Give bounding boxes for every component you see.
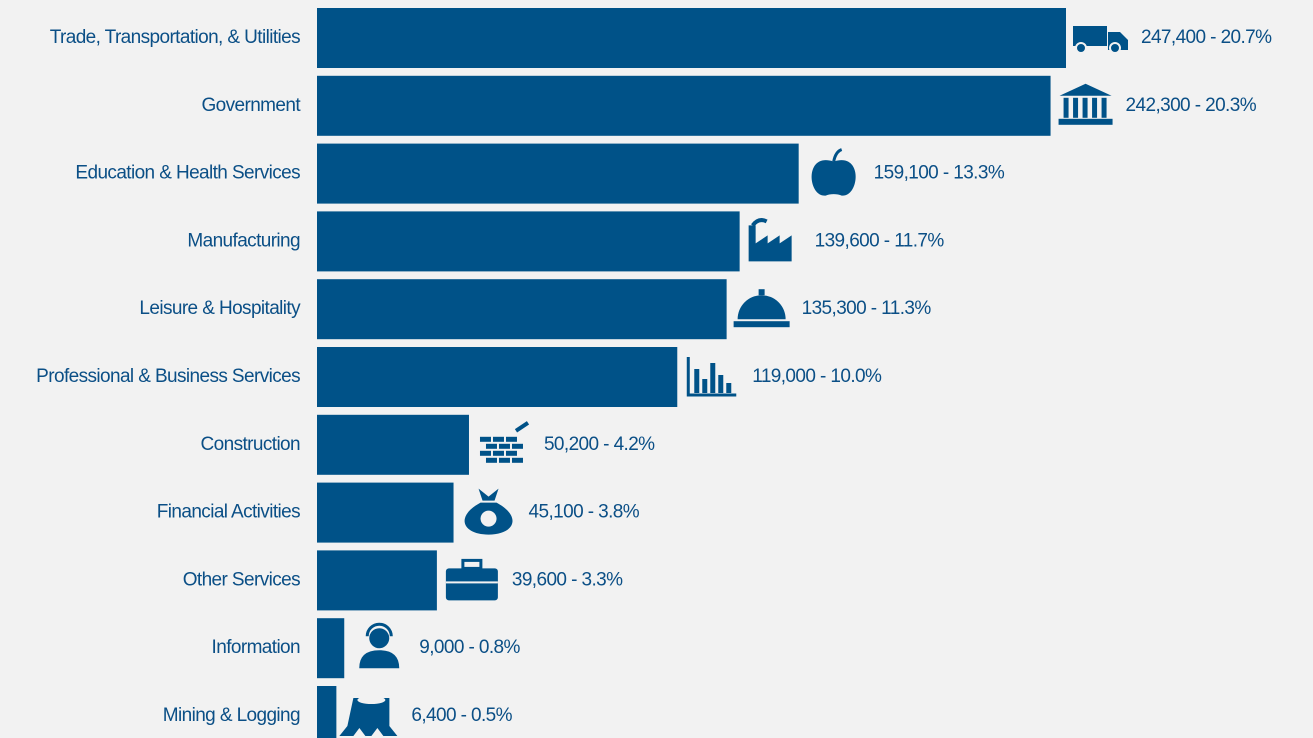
icon xyxy=(1073,26,1128,54)
icon-part xyxy=(726,383,732,393)
value-label: 50,200 - 4.2% xyxy=(544,434,655,455)
value-label: 159,100 - 13.3% xyxy=(874,163,1005,184)
icon-part xyxy=(480,510,497,527)
icon-part xyxy=(505,436,517,442)
bar xyxy=(317,550,437,611)
icon-part xyxy=(694,369,700,393)
icon xyxy=(464,488,513,535)
icon-part xyxy=(1059,83,1112,96)
icon-part xyxy=(498,457,510,463)
category-label: Manufacturing xyxy=(187,230,300,251)
icon-part xyxy=(511,457,523,463)
icon-part xyxy=(478,488,499,501)
icon-part xyxy=(485,443,497,449)
icon-part xyxy=(339,698,398,736)
bar xyxy=(317,686,337,738)
value-label: 119,000 - 10.0% xyxy=(752,366,882,387)
icon-part xyxy=(1073,26,1107,46)
category-label: Information xyxy=(212,637,300,658)
icon-part xyxy=(514,421,530,433)
icon-part xyxy=(498,443,510,449)
icon-part xyxy=(748,225,792,262)
icon-part xyxy=(511,443,523,449)
icon-part xyxy=(710,363,716,393)
icon xyxy=(733,289,790,328)
value-label: 135,300 - 11.3% xyxy=(802,298,932,319)
icon-part xyxy=(359,650,400,669)
icon-part xyxy=(485,457,497,463)
bar xyxy=(317,8,1066,68)
icon-part xyxy=(1063,97,1069,118)
value-label: 247,400 - 20.7% xyxy=(1141,27,1272,48)
icon-part xyxy=(492,436,504,442)
icon-part xyxy=(1073,97,1079,118)
icon-part xyxy=(718,375,724,393)
icon xyxy=(1058,83,1113,125)
icon-part xyxy=(751,218,768,227)
icon-part xyxy=(1101,97,1107,118)
value-label: 45,100 - 3.8% xyxy=(529,502,640,523)
category-label: Leisure & Hospitality xyxy=(139,298,301,319)
icon xyxy=(445,558,498,601)
bar xyxy=(317,75,1051,136)
category-label: Financial Activities xyxy=(157,502,300,523)
icon-part xyxy=(479,436,491,442)
icon-part xyxy=(733,321,790,328)
icon-part xyxy=(1082,97,1088,118)
icon-part xyxy=(686,357,737,397)
bar xyxy=(317,347,678,407)
icon xyxy=(479,421,530,463)
icon-part xyxy=(479,450,491,456)
icon xyxy=(748,218,792,262)
icon xyxy=(339,696,398,736)
value-label: 39,600 - 3.3% xyxy=(512,569,623,590)
icon-part xyxy=(365,622,393,637)
icon-part xyxy=(445,581,498,584)
icon-part xyxy=(445,568,498,601)
bar xyxy=(317,279,727,340)
icon-part xyxy=(1058,118,1113,125)
category-label: Construction xyxy=(201,434,300,455)
bar xyxy=(317,211,740,272)
value-label: 9,000 - 0.8% xyxy=(419,637,520,658)
icon-part xyxy=(505,450,517,456)
icon xyxy=(811,148,856,196)
bar xyxy=(317,482,454,543)
category-label: Other Services xyxy=(183,569,300,590)
icon-part xyxy=(369,628,390,649)
category-label: Mining & Logging xyxy=(163,705,300,726)
icon-part xyxy=(758,289,765,296)
bar xyxy=(317,414,469,475)
icon-part xyxy=(1109,42,1121,54)
icon-part xyxy=(702,379,708,393)
value-label: 139,600 - 11.7% xyxy=(815,230,945,251)
category-label: Education & Health Services xyxy=(75,163,300,184)
value-label: 242,300 - 20.3% xyxy=(1126,95,1257,116)
icon-part xyxy=(737,295,786,320)
icon xyxy=(359,622,400,669)
category-label: Professional & Business Services xyxy=(36,366,300,387)
value-label: 6,400 - 0.5% xyxy=(411,705,512,726)
icon-part xyxy=(492,450,504,456)
category-label: Trade, Transportation, & Utilities xyxy=(50,27,300,48)
icon-part xyxy=(357,696,386,704)
icon-part xyxy=(811,160,856,196)
icon-part xyxy=(1092,97,1098,118)
bar xyxy=(317,618,345,679)
icon-part xyxy=(1075,42,1087,54)
icon-part xyxy=(832,148,843,162)
icon xyxy=(686,357,737,397)
bar xyxy=(317,143,799,204)
icon-part xyxy=(461,558,483,570)
category-label: Government xyxy=(201,95,301,116)
